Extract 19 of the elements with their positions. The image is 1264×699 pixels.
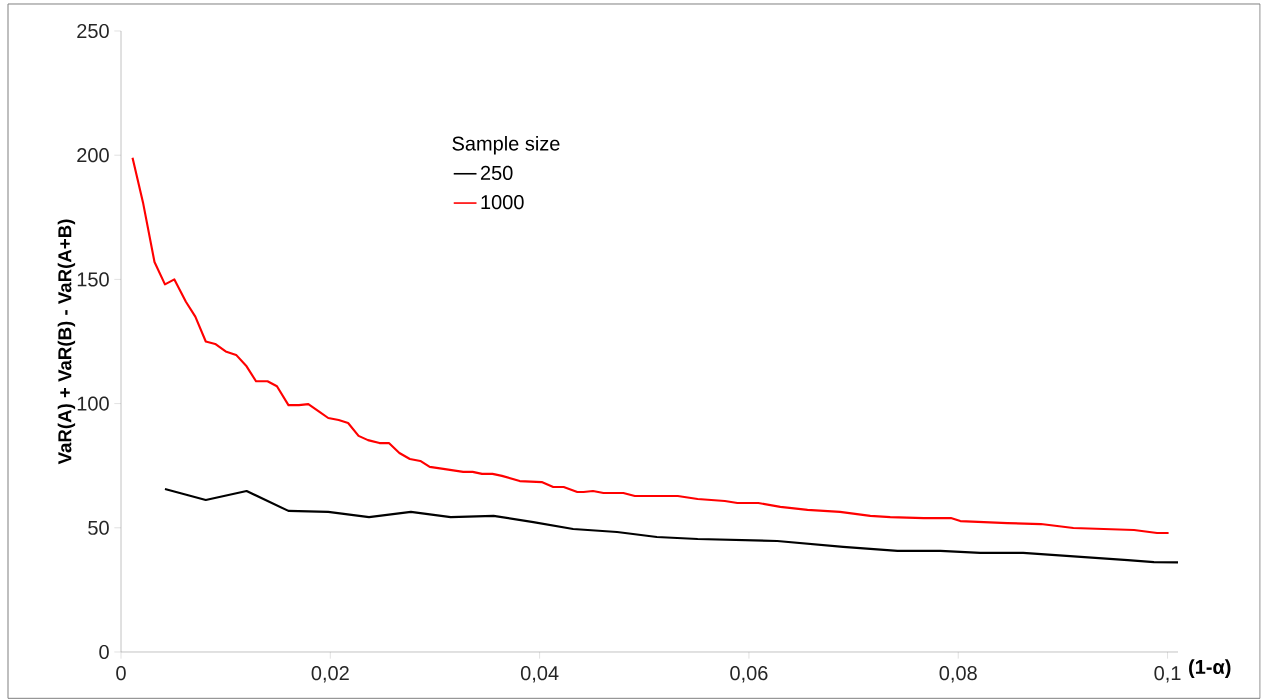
x-axis-title: (1-α) [1189,659,1231,678]
x-tick-label: 0 [116,666,126,681]
x-tick-label: 0,04 [520,666,559,683]
y-tick-label: 200 [77,148,109,163]
y-tick-label: 0 [99,644,109,660]
x-tick-label: 0,06 [730,666,768,683]
y-tick-label: 50 [88,520,109,535]
y-axis-title: VaR(A) + VaR(B) - VaR(A+B) [57,219,76,465]
x-tick-label: 0,08 [939,666,977,683]
y-tick-label: 150 [77,272,109,287]
y-tick-label: 250 [77,23,109,39]
legend-label: 1000 [481,195,524,210]
line-series [131,156,1170,535]
line-series [163,487,1180,564]
legend-label: 250 [480,165,513,180]
x-tick-label: 0,02 [311,666,349,683]
legend-title: Sample size [452,135,560,155]
x-tick-label: 0,1 [1154,666,1181,683]
y-tick-label: 100 [77,396,109,411]
